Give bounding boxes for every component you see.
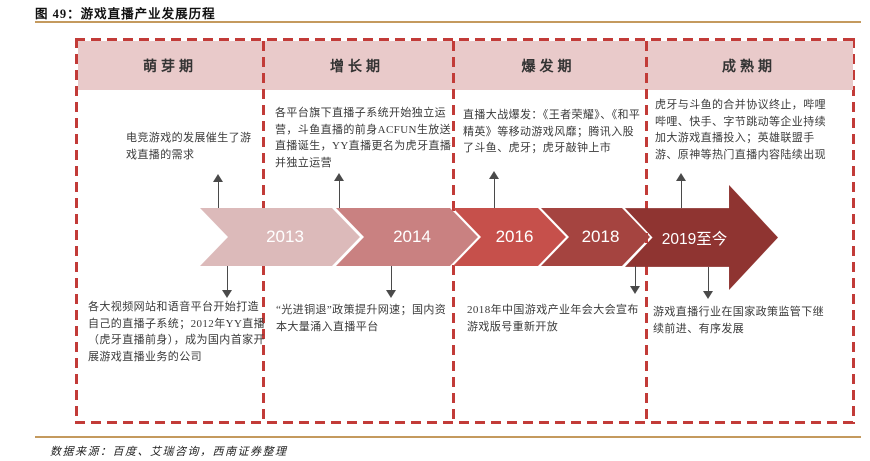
down-arrow-phase1 bbox=[222, 266, 233, 298]
year-label-2014: 2014 bbox=[393, 227, 431, 246]
frame-border-right bbox=[852, 38, 855, 424]
down-arrow-phase2 bbox=[386, 266, 397, 298]
up-arrow-phase3 bbox=[489, 171, 500, 208]
timeline-chevron-2016: 2016 bbox=[453, 208, 566, 266]
up-arrow-phase4 bbox=[676, 173, 687, 208]
timeline-chevron-2013: 2013 bbox=[200, 208, 360, 266]
phase4-bottom-text: 游戏直播行业在国家政策监管下继续前进、有序发展 bbox=[653, 306, 824, 335]
phase-label-explosion: 爆发期 bbox=[521, 60, 576, 75]
down-arrow-phase3 bbox=[630, 266, 641, 294]
phase-label-growth: 增长期 bbox=[330, 60, 384, 75]
frame-border-left bbox=[75, 38, 78, 424]
phase2-bottom-text: “光进铜退”政策提升网速；国内资本大量涌入直播平台 bbox=[276, 304, 447, 333]
phase-label-maturity: 成熟期 bbox=[722, 60, 776, 75]
figure-title: 图 49：游戏直播产业发展历程 bbox=[35, 7, 216, 21]
gold-rule-bottom bbox=[35, 436, 861, 438]
up-arrow-phase1 bbox=[213, 174, 224, 208]
year-label-2016: 2016 bbox=[495, 227, 534, 246]
year-label-2019-now: 2019至今 bbox=[661, 230, 728, 248]
phase-label-germination: 萌芽期 bbox=[143, 60, 197, 75]
data-source-note: 数据来源：百度、艾瑞咨询，西南证券整理 bbox=[50, 446, 288, 458]
phase2-top-text: 各平台旗下直播子系统开始独立运营，斗鱼直播的前身ACFUN生放送直播诞生，YY直… bbox=[275, 107, 452, 169]
gold-rule-top bbox=[35, 21, 861, 23]
up-arrow-phase2 bbox=[334, 173, 345, 208]
phase1-bottom-text: 各大视频网站和语音平台开始打造自己的直播子系统；2012年YY直播（虎牙直播前身… bbox=[88, 301, 266, 363]
phase-header-band bbox=[78, 41, 853, 90]
phase3-top-text: 直播大战爆发：《王者荣耀》、《和平精英》等移动游戏风靡；腾讯入股了斗鱼、虎牙；虎… bbox=[463, 109, 641, 154]
phase3-bottom-text: 2018年中国游戏产业年会大会宣布游戏版号重新开放 bbox=[467, 304, 639, 333]
frame-border-top bbox=[75, 38, 855, 41]
frame-border-bottom bbox=[75, 421, 855, 424]
year-label-2013: 2013 bbox=[266, 227, 304, 246]
down-arrow-phase4 bbox=[703, 267, 714, 299]
phase4-top-text: 虎牙与斗鱼的合并协议终止，哔哩哔哩、快手、字节跳动等企业持续加大游戏直播投入；英… bbox=[655, 99, 826, 161]
year-label-2018: 2018 bbox=[581, 227, 620, 246]
phase1-top-text: 电竞游戏的发展催生了游戏直播的需求 bbox=[126, 132, 252, 161]
